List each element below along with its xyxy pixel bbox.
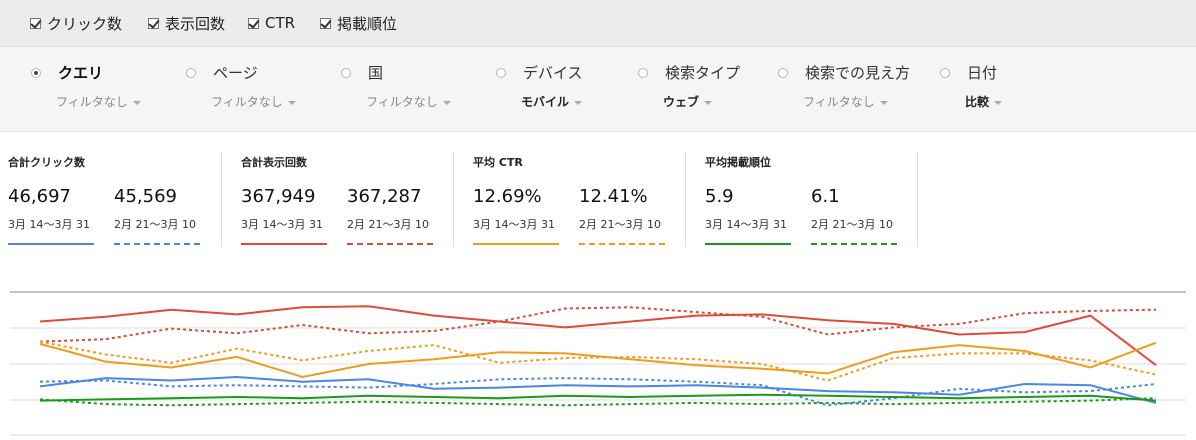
summary-value-current: 5.9 — [705, 186, 734, 207]
metric-summary: 合計クリック数 46,697 3月 14〜3月 31 45,569 2月 21〜3月 1… — [0, 132, 1196, 262]
metric-toggle-label: CTR — [265, 14, 296, 32]
summary-legend-line-current — [241, 243, 327, 245]
dimension-label: 検索での見え方 — [805, 64, 911, 82]
summary-legend-line-previous — [114, 243, 200, 245]
dimension-filter-dropdown[interactable]: ウェブ — [663, 93, 713, 110]
dimension-filter-label: フィルタなし — [211, 95, 283, 109]
summary-date-range-previous: 2月 21〜3月 10 — [811, 218, 893, 231]
metric-toggle-label: クリック数 — [47, 14, 123, 33]
series-line-impressions-current — [39, 305, 1157, 366]
series-line-ctr-previous — [39, 340, 1157, 382]
dimension-selector: クエリフィルタなし ページフィルタなし 国フィルタなし デバイスモバイル 検索タイプウェ… — [0, 47, 1196, 132]
series-line-ctr-current — [39, 341, 1157, 379]
summary-value-previous: 12.41% — [579, 186, 648, 207]
summary-date-range-current: 3月 14〜3月 31 — [241, 218, 323, 231]
dimension-label: クエリ — [58, 64, 104, 82]
chevron-down-icon — [132, 100, 141, 105]
chevron-down-icon — [704, 100, 713, 105]
metric-toggle[interactable]: 掲載順位 — [320, 13, 397, 33]
summary-legend-line-previous — [811, 243, 897, 245]
summary-date-range-current: 3月 14〜3月 31 — [705, 218, 787, 231]
summary-divider — [453, 152, 454, 247]
performance-chart — [0, 280, 1196, 436]
summary-divider — [685, 152, 686, 247]
checkbox-icon[interactable] — [248, 17, 259, 29]
summary-date-range-previous: 2月 21〜3月 10 — [114, 218, 196, 231]
summary-value-previous: 45,569 — [114, 186, 177, 207]
summary-date-range-previous: 2月 21〜3月 10 — [579, 218, 661, 231]
radio-icon[interactable] — [940, 68, 950, 78]
metric-toggle[interactable]: CTR — [248, 13, 295, 33]
chevron-down-icon — [287, 100, 296, 105]
series-line-impressions-previous — [39, 306, 1157, 343]
summary-value-previous: 6.1 — [811, 186, 840, 207]
dimension-filter-label: モバイル — [521, 95, 570, 109]
dimension-filter-dropdown[interactable]: 比較 — [965, 93, 1003, 110]
series-line-clicks-current — [39, 375, 1157, 404]
dimension-label: 国 — [368, 64, 384, 82]
summary-legend-line-current — [705, 243, 791, 245]
radio-icon[interactable] — [186, 68, 196, 78]
checkbox-icon[interactable] — [320, 17, 331, 29]
dimension-filter-label: 比較 — [965, 95, 990, 109]
dimension-label: 検索タイプ — [665, 64, 741, 82]
dimension-label: 日付 — [967, 64, 998, 82]
summary-value-previous: 367,287 — [347, 186, 422, 207]
summary-legend-line-current — [473, 243, 559, 245]
summary-title: 平均 CTR — [473, 156, 523, 169]
metric-toggle[interactable]: クリック数 — [30, 13, 122, 33]
radio-icon[interactable] — [778, 68, 788, 78]
summary-title: 合計表示回数 — [241, 156, 307, 169]
series-line-position-current — [39, 393, 1157, 402]
chevron-down-icon — [574, 100, 583, 105]
dimension-filter-label: フィルタなし — [803, 95, 875, 109]
summary-value-current: 367,949 — [241, 186, 316, 207]
summary-date-range-current: 3月 14〜3月 31 — [8, 218, 90, 231]
radio-icon[interactable] — [31, 68, 41, 78]
dimension-filter-dropdown[interactable]: モバイル — [521, 93, 583, 110]
summary-title: 平均掲載順位 — [705, 156, 771, 169]
metric-toggle[interactable]: 表示回数 — [148, 13, 225, 33]
radio-icon[interactable] — [496, 68, 506, 78]
summary-value-current: 12.69% — [473, 186, 542, 207]
series-line-position-previous — [39, 397, 1157, 407]
summary-value-current: 46,697 — [8, 186, 71, 207]
dimension-filter-label: フィルタなし — [366, 95, 438, 109]
summary-title: 合計クリック数 — [8, 156, 85, 169]
chevron-down-icon — [442, 100, 451, 105]
chevron-down-icon — [879, 100, 888, 105]
summary-date-range-previous: 2月 21〜3月 10 — [347, 218, 429, 231]
metric-selector-bar: クリック数 表示回数 CTR 掲載順位 — [0, 0, 1196, 47]
summary-divider — [917, 152, 918, 247]
checkbox-icon[interactable] — [148, 17, 159, 29]
checkbox-icon[interactable] — [30, 17, 41, 29]
series-line-clicks-previous — [39, 377, 1157, 407]
radio-icon[interactable] — [638, 68, 648, 78]
dimension-filter-dropdown[interactable]: フィルタなし — [56, 93, 141, 110]
summary-date-range-current: 3月 14〜3月 31 — [473, 218, 555, 231]
summary-legend-line-previous — [347, 243, 433, 245]
metric-toggle-label: 表示回数 — [165, 14, 226, 33]
dimension-filter-label: フィルタなし — [56, 95, 128, 109]
dimension-filter-dropdown[interactable]: フィルタなし — [211, 93, 296, 110]
dimension-filter-dropdown[interactable]: フィルタなし — [366, 93, 451, 110]
radio-icon[interactable] — [341, 68, 351, 78]
summary-divider — [221, 152, 222, 247]
performance-chart-svg — [10, 291, 1186, 436]
metric-toggle-label: 掲載順位 — [337, 14, 398, 33]
dimension-filter-dropdown[interactable]: フィルタなし — [803, 93, 888, 110]
dimension-label: ページ — [213, 64, 258, 82]
chevron-down-icon — [994, 100, 1003, 105]
summary-legend-line-current — [8, 243, 94, 245]
summary-legend-line-previous — [579, 243, 665, 245]
dimension-label: デバイス — [523, 64, 583, 82]
dimension-filter-label: ウェブ — [663, 95, 700, 109]
